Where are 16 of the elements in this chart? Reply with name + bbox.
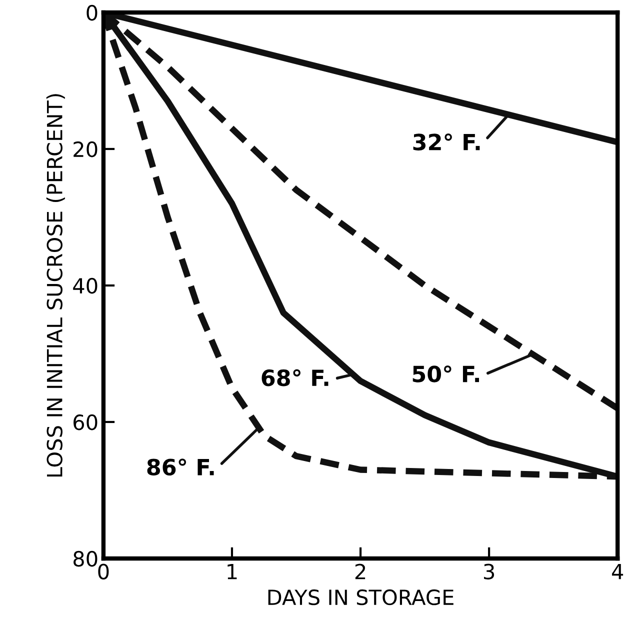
y-axis-title: LOSS IN INITIAL SUCROSE (PERCENT) <box>46 94 65 477</box>
annotation: 68° F. <box>262 369 328 386</box>
x-tick-label: 4 <box>612 564 624 580</box>
y-tick-label: 0 <box>86 4 98 21</box>
x-tick-label: 0 <box>98 564 109 580</box>
y-tick-label: 60 <box>74 414 98 430</box>
y-tick-label: 80 <box>73 550 98 567</box>
annotation: 50° F. <box>412 365 480 382</box>
x-tick-label: 3 <box>484 564 494 580</box>
y-tick-label: 20 <box>74 141 98 158</box>
annotation: 86° F. <box>147 458 214 476</box>
x-tick-label: 1 <box>228 564 237 580</box>
y-tick-label: 40 <box>73 278 98 294</box>
annotation: 32° F. <box>413 134 480 150</box>
x-tick-label: 2 <box>355 564 366 580</box>
x-axis-title: DAYS IN STORAGE <box>268 589 454 606</box>
